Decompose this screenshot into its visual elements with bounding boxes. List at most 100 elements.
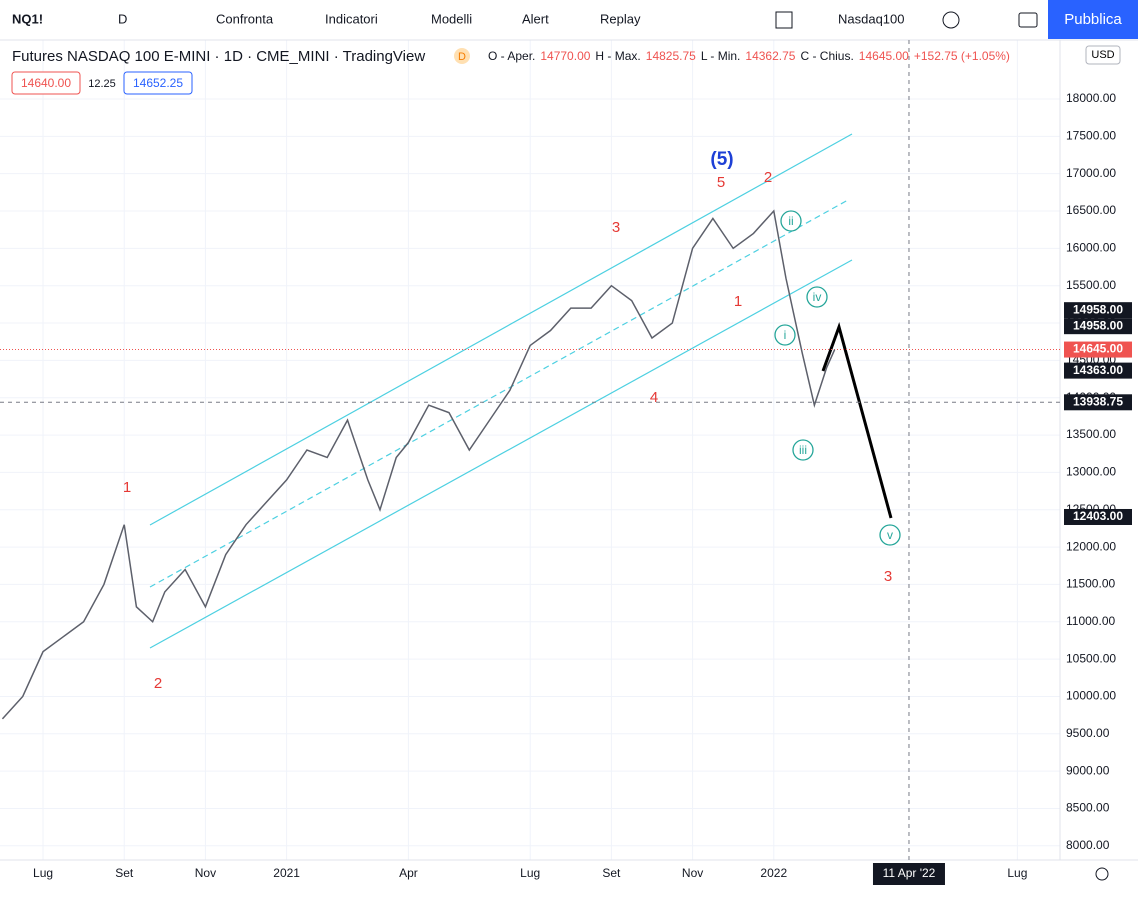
layout-icon[interactable] bbox=[775, 11, 793, 29]
currency-box[interactable] bbox=[1085, 45, 1121, 65]
interval[interactable]: D bbox=[118, 11, 127, 26]
price-label-box bbox=[1064, 394, 1132, 411]
ask-box bbox=[123, 71, 193, 95]
forecast-path bbox=[821, 322, 893, 519]
y-tick-label: 8500.00 bbox=[1066, 801, 1110, 815]
templates[interactable]: Modelli bbox=[431, 11, 472, 26]
y-tick-label: 18000.00 bbox=[1066, 91, 1116, 105]
y-tick-label: 13500.00 bbox=[1066, 427, 1116, 441]
ohlc-item: L - Min. bbox=[701, 49, 741, 63]
bid: 14640.00 bbox=[21, 76, 71, 90]
spread: 12.25 bbox=[88, 78, 116, 90]
x-tick-label: Nov bbox=[682, 866, 703, 880]
replay[interactable]: Replay bbox=[600, 11, 641, 26]
price-label: 13938.75 bbox=[1073, 394, 1123, 408]
price-label: 14363.00 bbox=[1073, 363, 1123, 377]
price-label: 14958.00 bbox=[1073, 302, 1123, 316]
y-tick-label: 11000.00 bbox=[1066, 614, 1115, 628]
wave-circle bbox=[792, 439, 814, 461]
y-tick-label: 15500.00 bbox=[1066, 278, 1116, 292]
camera-icon[interactable] bbox=[1018, 12, 1038, 28]
x-tick-label: 11 Apr '22 bbox=[883, 866, 936, 880]
x-tick-label: Set bbox=[602, 866, 621, 880]
channel-upper bbox=[149, 133, 853, 526]
channel-mid bbox=[149, 199, 849, 588]
price-label: 14958.00 bbox=[1073, 318, 1123, 332]
bid-box bbox=[11, 71, 81, 95]
watchlist[interactable]: Nasdaq100 bbox=[838, 11, 905, 26]
wave-circle-label: iv bbox=[813, 290, 822, 304]
indicators[interactable]: Indicatori bbox=[325, 11, 378, 26]
y-tick-label: 10500.00 bbox=[1066, 651, 1116, 665]
wave-circle bbox=[879, 524, 901, 546]
y-tick-label: 11500.00 bbox=[1066, 577, 1115, 591]
channel bbox=[149, 133, 853, 649]
wave-label: 4 bbox=[650, 389, 658, 406]
badge-bg bbox=[454, 48, 470, 64]
wave-label: 1 bbox=[123, 479, 131, 496]
x-tick-label: Lug bbox=[33, 866, 53, 880]
ohlc-item: O - Aper. bbox=[488, 49, 535, 63]
ohlc-item: +152.75 (+1.05%) bbox=[914, 49, 1010, 63]
wave-label: 5 bbox=[717, 174, 725, 191]
ohlc-item: 14362.75 bbox=[745, 49, 795, 63]
alert[interactable]: Alert bbox=[522, 11, 549, 26]
wave-label: 3 bbox=[612, 219, 620, 236]
wave-circle-label: iii bbox=[799, 443, 807, 457]
price-label-box bbox=[1064, 362, 1132, 379]
price-label-box bbox=[1064, 318, 1132, 335]
x-tick-label: Lug bbox=[520, 866, 540, 880]
wave-label: 3 bbox=[884, 568, 892, 585]
wave-circle bbox=[774, 324, 796, 346]
axis-settings[interactable] bbox=[1095, 867, 1109, 881]
toolbar bbox=[0, 0, 1138, 40]
ohlc: O - Aper. 14770.00 H - Max. 14825.75 L - Min… bbox=[488, 49, 1010, 63]
ohlc-item: H - Max. bbox=[595, 49, 640, 63]
symbol[interactable]: NQ1! bbox=[12, 11, 43, 26]
x-tick-label: Nov bbox=[195, 866, 216, 880]
x-tick-label: 2022 bbox=[760, 866, 787, 880]
wave-circle bbox=[780, 210, 802, 232]
ohlc-item: 14825.75 bbox=[646, 49, 696, 63]
price-label: 14645.00 bbox=[1073, 342, 1123, 356]
price-label-box bbox=[1064, 341, 1132, 358]
wave-label: 1 bbox=[734, 293, 742, 310]
x-tick-label: Apr bbox=[399, 866, 418, 880]
ohlc-item: C - Chius. bbox=[800, 49, 853, 63]
x-tick-label: 2021 bbox=[273, 866, 300, 880]
wave-label: (5) bbox=[710, 149, 733, 170]
x-tick-label: Lug bbox=[1007, 866, 1027, 880]
currency[interactable]: USD bbox=[1091, 49, 1114, 61]
channel-lower bbox=[149, 259, 853, 649]
y-tick-label: 9000.00 bbox=[1066, 763, 1110, 777]
y-tick-label: 10000.00 bbox=[1066, 689, 1116, 703]
ohlc-item: 14645.00 bbox=[859, 49, 909, 63]
price-line bbox=[1, 209, 836, 720]
grid bbox=[0, 40, 1060, 860]
ask: 14652.25 bbox=[133, 76, 183, 90]
publish-label[interactable]: Pubblica bbox=[1064, 11, 1122, 28]
y-tick-label: 8000.00 bbox=[1066, 838, 1110, 852]
wave-circle-label: v bbox=[887, 528, 893, 542]
settings-icon[interactable] bbox=[942, 11, 960, 29]
price-label-box bbox=[1064, 302, 1132, 319]
price-label: 12403.00 bbox=[1073, 509, 1123, 523]
y-tick-label: 13000.00 bbox=[1066, 465, 1116, 479]
y-tick-label: 16500.00 bbox=[1066, 203, 1116, 217]
y-tick-label: 17000.00 bbox=[1066, 166, 1116, 180]
y-tick-label: 16000.00 bbox=[1066, 241, 1116, 255]
y-tick-label: 12000.00 bbox=[1066, 539, 1116, 553]
price-label-box bbox=[1064, 508, 1132, 525]
crosshair-date-box bbox=[872, 863, 945, 885]
wave-circle-label: ii bbox=[788, 214, 793, 228]
wave-label: 2 bbox=[764, 169, 772, 186]
x-tick-label: Set bbox=[115, 866, 134, 880]
wave-circle bbox=[806, 286, 828, 308]
y-tick-label: 17500.00 bbox=[1066, 129, 1116, 143]
y-tick-label: 9500.00 bbox=[1066, 726, 1110, 740]
chart-title: Futures NASDAQ 100 E-MINI · 1D · CME_MIN… bbox=[12, 48, 425, 65]
compare[interactable]: Confronta bbox=[216, 11, 274, 26]
badge: D bbox=[458, 51, 466, 63]
publish-button[interactable] bbox=[1048, 0, 1138, 39]
